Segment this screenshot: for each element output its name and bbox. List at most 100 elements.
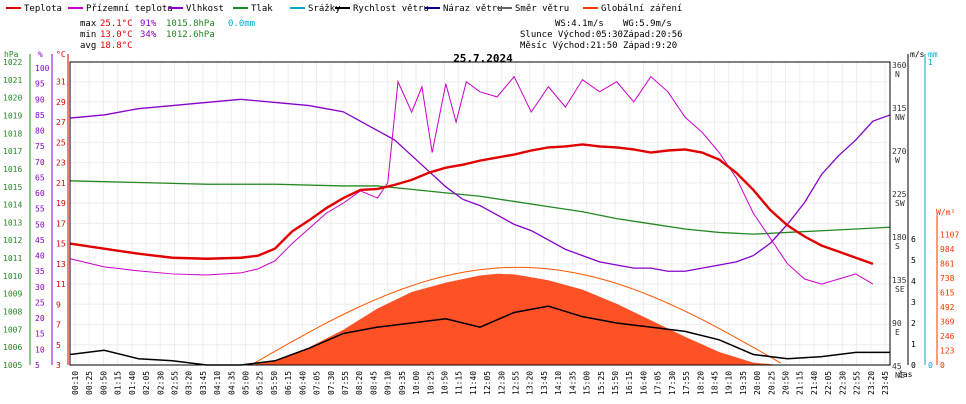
unit-temp: °C — [56, 50, 66, 59]
y-tick-temp: 11 — [56, 280, 66, 289]
y-tick-wm2: 861 — [940, 260, 955, 269]
x-tick-label: 12:30 — [497, 371, 506, 395]
y-tick-dir-name: S — [895, 242, 900, 251]
x-tick-label: 11:15 — [455, 371, 464, 395]
y-tick-hpa: 1015 — [3, 183, 22, 192]
y-tick-ms: 4 — [911, 277, 916, 286]
x-tick-label: 08:45 — [369, 371, 378, 395]
y-tick-pct: 75 — [35, 142, 45, 151]
legend-item: Směr větru — [515, 4, 569, 14]
x-tick-label: 15:50 — [611, 371, 620, 395]
legend-item: Srážky — [308, 4, 341, 14]
y-tick-pct: 85 — [35, 111, 45, 120]
y-tick-pct: 35 — [35, 267, 45, 276]
y-tick-wm2: 0 — [940, 361, 945, 370]
y-tick-pct: 15 — [35, 330, 45, 339]
x-tick-label: 04:35 — [227, 371, 236, 395]
x-tick-label: 16:15 — [625, 371, 634, 395]
y-tick-wm2: 492 — [940, 303, 955, 312]
x-tick-label: 01:15 — [114, 371, 123, 395]
y-tick-temp: 5 — [56, 341, 61, 350]
x-tick-label: 02:55 — [170, 371, 179, 395]
y-tick-pct: 80 — [35, 127, 45, 136]
x-tick-label: 09:10 — [384, 371, 393, 395]
x-tick-label: 00:10 — [71, 371, 80, 395]
y-tick-wm2: 246 — [940, 332, 955, 341]
x-tick-label: 19:35 — [739, 371, 748, 395]
plot-frame — [69, 61, 891, 366]
legend-item: Globální záření — [601, 4, 682, 14]
y-tick-dir-name: N — [895, 70, 900, 79]
y-tick-hpa: 1013 — [3, 218, 22, 227]
unit-time: čas — [898, 369, 913, 379]
y-tick-pct: 45 — [35, 236, 45, 245]
y-tick-temp: 3 — [56, 361, 61, 370]
unit-wm2: W/m² — [936, 208, 955, 217]
unit-hpa: hPa — [4, 50, 19, 59]
x-tick-label: 12:55 — [512, 371, 521, 395]
y-tick-hpa: 1020 — [3, 94, 22, 103]
y-tick-hpa: 1007 — [3, 325, 22, 334]
x-tick-label: 02:30 — [156, 371, 165, 395]
x-tick-label: 22:05 — [824, 371, 833, 395]
y-tick-dir: 225 — [892, 190, 907, 199]
x-tick-label: 20:00 — [753, 371, 762, 395]
x-tick-label: 18:20 — [696, 371, 705, 395]
info-sun: Slunce Východ:05:30 — [520, 30, 623, 40]
y-tick-hpa: 1017 — [3, 147, 22, 156]
x-tick-label: 02:05 — [142, 371, 151, 395]
y-tick-hpa: 1021 — [3, 76, 22, 85]
legend: Teplota Přízemní teplota Vlhkost Tlak Srážky… — [6, 4, 682, 14]
y-tick-dir-name: NW — [895, 113, 905, 122]
x-tick-label: 19:10 — [725, 371, 734, 395]
y-tick-pct: 50 — [35, 220, 45, 229]
y-tick-pct: 55 — [35, 205, 45, 214]
stat-max-temp: 25.1°C — [100, 19, 133, 29]
y-tick-dir: 315 — [892, 104, 907, 113]
radiation-max-curve — [250, 266, 781, 366]
y-tick-temp: 21 — [56, 179, 66, 188]
x-tick-label: 14:35 — [568, 371, 577, 395]
x-tick-label: 17:55 — [682, 371, 691, 395]
y-tick-wm2: 738 — [940, 274, 955, 283]
legend-item: Vlhkost — [186, 4, 224, 14]
unit-pct: % — [38, 50, 43, 59]
x-tick-label: 13:45 — [540, 371, 549, 395]
x-tick-label: 16:40 — [639, 371, 648, 395]
x-tick-label: 23:20 — [867, 371, 876, 395]
x-tick-label: 06:15 — [284, 371, 293, 395]
stats-block: max 25.1°C 91% 1015.8hPa 0.0mm min 13.0°… — [80, 19, 255, 51]
y-tick-pct: 20 — [35, 314, 45, 323]
y-tick-pct: 90 — [35, 95, 45, 104]
y-tick-hpa: 1016 — [3, 165, 22, 174]
y-tick-pct: 5 — [35, 361, 40, 370]
info-sunset: Západ:20:56 — [623, 30, 683, 40]
x-tick-label: 12:05 — [483, 371, 492, 395]
x-tick-label: 00:50 — [99, 371, 108, 395]
stat-min-press: 1012.6hPa — [166, 30, 215, 40]
x-tick-label: 23:45 — [881, 371, 890, 395]
y-tick-dir: 180 — [892, 233, 907, 242]
y-tick-pct: 70 — [35, 158, 45, 167]
y-tick-wm2: 615 — [940, 289, 955, 298]
y-tick-hpa: 1009 — [3, 290, 22, 299]
x-tick-label: 07:30 — [327, 371, 336, 395]
y-tick-hpa: 1005 — [3, 361, 22, 370]
x-tick-label: 10:50 — [440, 371, 449, 395]
y-tick-ms: 2 — [911, 319, 916, 328]
x-tick-label: 15:25 — [597, 371, 606, 395]
x-tick-label: 13:20 — [526, 371, 535, 395]
x-tick-label: 15:00 — [583, 371, 592, 395]
y-tick-temp: 27 — [56, 118, 66, 127]
y-tick-temp: 31 — [56, 78, 66, 87]
x-tick-label: 10:25 — [426, 371, 435, 395]
y-tick-wm2: 123 — [940, 347, 955, 356]
series-area-globalni-zareni — [251, 273, 781, 365]
y-tick-temp: 13 — [56, 260, 66, 269]
stat-min-temp: 13.0°C — [100, 30, 133, 40]
series-line-vlhkost — [69, 98, 891, 272]
y-tick-pct: 60 — [35, 189, 45, 198]
y-tick-hpa: 1019 — [3, 111, 22, 120]
x-tick-label: 21:15 — [796, 371, 805, 395]
y-tick-pct: 100 — [35, 64, 50, 73]
